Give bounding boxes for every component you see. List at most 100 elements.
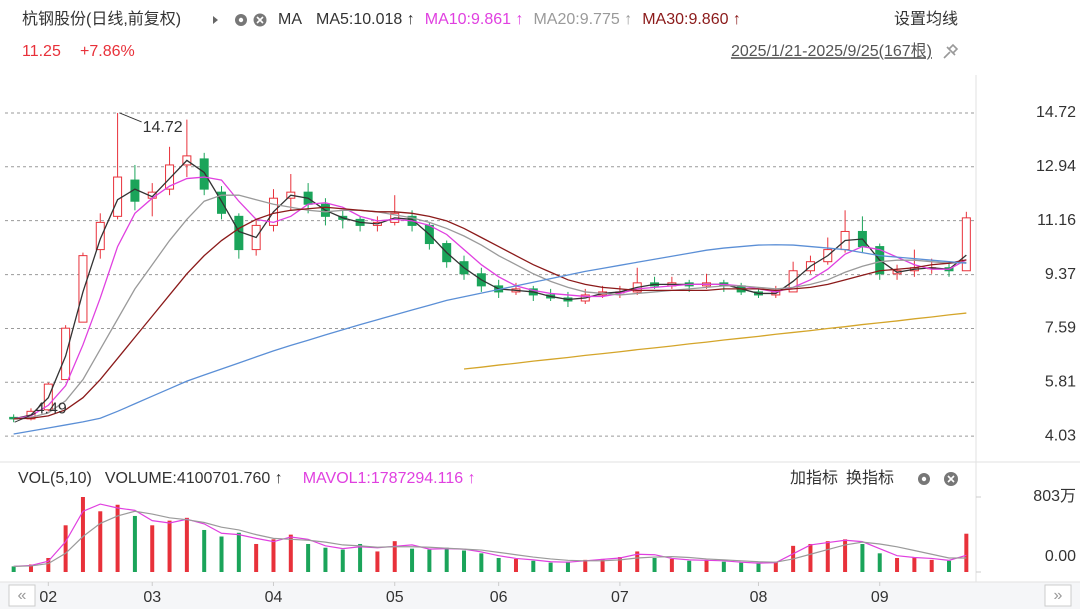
candle-body	[113, 176, 123, 217]
candle-body	[95, 221, 105, 251]
candle-body	[165, 164, 175, 190]
legend-item: MA5:10.018 ↑	[316, 11, 415, 28]
volume-bar	[462, 550, 467, 572]
volume-bar	[773, 561, 778, 572]
volume-bar	[652, 557, 657, 572]
dropdown-caret[interactable]	[948, 17, 958, 23]
vol-close-icon[interactable]	[944, 472, 958, 486]
pin-icon[interactable]	[943, 43, 959, 59]
y-tick-label: 7.59	[1045, 320, 1076, 337]
volume-bar	[756, 563, 761, 572]
volume-bar	[202, 529, 207, 572]
volume-bar	[288, 534, 293, 572]
volume-bar	[843, 539, 848, 572]
volume-bar	[115, 504, 120, 572]
scroll-right[interactable]: »	[1044, 584, 1072, 607]
vol-settings-icon[interactable]	[918, 473, 930, 485]
price-change: +7.86%	[80, 43, 135, 60]
last-price: 11.25	[22, 43, 61, 60]
x-tick-label: 03	[143, 589, 161, 606]
volume-bar	[825, 541, 830, 572]
volume-bar	[912, 557, 917, 572]
indicator-button[interactable]: 加指标	[790, 469, 838, 487]
volume-bar	[704, 559, 709, 572]
volume-bar	[306, 543, 311, 572]
volume-bar	[375, 551, 380, 572]
candle-body	[217, 191, 227, 214]
volume-bar	[358, 543, 363, 572]
mavol-line	[13, 503, 967, 567]
volume-bar	[513, 558, 518, 572]
min-annotation: 4.49	[36, 400, 67, 417]
scroll-left[interactable]: «	[8, 584, 36, 607]
legend-item: MAVOL1:1787294.116 ↑	[303, 470, 476, 487]
ma-line	[463, 312, 967, 370]
volume-bar	[929, 559, 934, 572]
x-axis-bar	[0, 582, 1080, 609]
y-tick-label: 9.37	[1045, 266, 1076, 283]
volume-bar	[565, 561, 570, 572]
volume-bar	[28, 564, 33, 572]
candle-body	[78, 255, 88, 323]
volume-bar	[236, 532, 241, 572]
x-tick-label: 04	[265, 589, 283, 606]
date-range[interactable]: 2025/1/21-2025/9/25(167根)	[731, 42, 932, 60]
close-icon[interactable]	[253, 13, 267, 27]
y-tick-label: 12.94	[1036, 158, 1076, 175]
volume-bar	[254, 543, 259, 572]
volume-bar	[583, 559, 588, 572]
volume-bar	[323, 547, 328, 572]
candle-body	[961, 217, 971, 272]
indicator-button[interactable]: 换指标	[846, 469, 894, 487]
mavol-line	[13, 510, 967, 567]
stock-title[interactable]: 杭钢股份(日线,前复权)	[22, 10, 181, 28]
y-tick-label: 4.03	[1045, 427, 1076, 444]
ma-settings[interactable]: 设置均线	[894, 10, 958, 28]
volume-bar	[496, 557, 501, 572]
volume-bar	[687, 560, 692, 572]
volume-bar	[80, 497, 85, 572]
volume-bar	[427, 549, 432, 572]
volume-bar	[410, 548, 415, 572]
candle-body	[199, 158, 209, 190]
volume-bar	[808, 543, 813, 572]
expand-arrow[interactable]	[213, 16, 218, 24]
volume-bar	[46, 557, 51, 572]
volume-bar	[219, 536, 224, 572]
x-tick-label: 09	[871, 589, 889, 606]
volume-title: VOL(5,10)	[18, 470, 92, 487]
volume-bar	[271, 539, 276, 572]
volume-bar	[184, 517, 189, 572]
x-tick-label: 07	[611, 589, 629, 606]
volume-bar	[895, 557, 900, 572]
x-tick-label: 06	[490, 589, 508, 606]
legend-item: MA20:9.775 ↑	[533, 11, 632, 28]
legend-item: MA10:9.861 ↑	[425, 11, 524, 28]
indicator-name: MA	[278, 11, 302, 28]
ma-line	[13, 194, 967, 420]
volume-bar	[635, 551, 640, 572]
svg-text:«: «	[18, 587, 27, 604]
volume-bar	[669, 558, 674, 572]
y-tick-label: 803万	[1033, 488, 1076, 505]
annotation-arrow	[119, 112, 142, 123]
volume-bar	[548, 562, 553, 572]
ma-line	[13, 206, 967, 420]
settings-icon[interactable]	[235, 14, 247, 26]
ma-line	[13, 176, 967, 420]
x-tick-label: 05	[386, 589, 404, 606]
volume-bar	[600, 558, 605, 572]
y-tick-label: 5.81	[1045, 374, 1076, 391]
volume-bar	[947, 560, 952, 572]
volume-bar	[531, 560, 536, 572]
legend-item: VOLUME:4100701.760 ↑	[105, 470, 283, 487]
legend-item: MA30:9.860 ↑	[642, 11, 741, 28]
volume-bar	[98, 511, 103, 572]
volume-bar	[721, 561, 726, 572]
volume-bar	[340, 549, 345, 572]
volume-bar	[63, 525, 68, 572]
volume-bar	[167, 520, 172, 572]
ma-line	[13, 244, 967, 435]
volume-bar	[150, 525, 155, 572]
